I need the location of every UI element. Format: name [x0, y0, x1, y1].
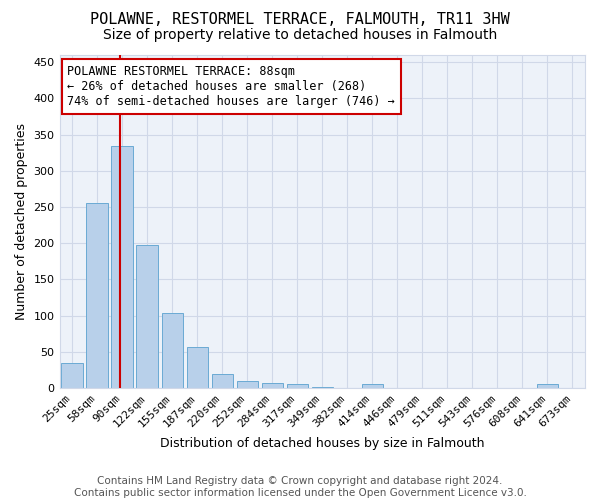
Bar — [262, 383, 283, 388]
Y-axis label: Number of detached properties: Number of detached properties — [15, 123, 28, 320]
Bar — [287, 384, 308, 388]
Text: Contains HM Land Registry data © Crown copyright and database right 2024.
Contai: Contains HM Land Registry data © Crown c… — [74, 476, 526, 498]
Bar — [136, 246, 158, 388]
Text: Size of property relative to detached houses in Falmouth: Size of property relative to detached ho… — [103, 28, 497, 42]
Bar — [212, 374, 233, 388]
Bar — [86, 202, 108, 388]
X-axis label: Distribution of detached houses by size in Falmouth: Distribution of detached houses by size … — [160, 437, 485, 450]
Bar — [112, 146, 133, 388]
Text: POLAWNE RESTORMEL TERRACE: 88sqm
← 26% of detached houses are smaller (268)
74% : POLAWNE RESTORMEL TERRACE: 88sqm ← 26% o… — [67, 65, 395, 108]
Bar — [537, 384, 558, 388]
Bar — [61, 363, 83, 388]
Bar — [187, 347, 208, 388]
Bar — [161, 313, 183, 388]
Text: POLAWNE, RESTORMEL TERRACE, FALMOUTH, TR11 3HW: POLAWNE, RESTORMEL TERRACE, FALMOUTH, TR… — [90, 12, 510, 28]
Bar — [236, 381, 258, 388]
Bar — [311, 386, 333, 388]
Bar — [362, 384, 383, 388]
